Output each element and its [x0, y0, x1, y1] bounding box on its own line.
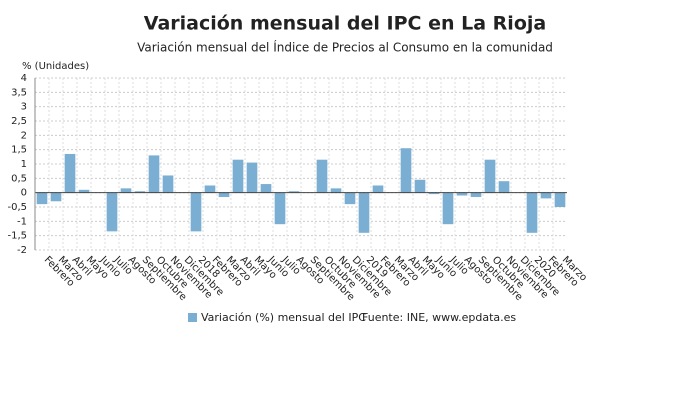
- bar: [106, 192, 118, 232]
- bar: [498, 181, 510, 193]
- bar: [64, 153, 76, 193]
- bar: [330, 188, 342, 193]
- bar: [414, 179, 426, 193]
- bar: [540, 192, 552, 199]
- bar: [148, 155, 160, 193]
- y-tick-label: 0,5: [11, 173, 27, 184]
- y-tick-label: 1,5: [11, 145, 27, 156]
- legend-label: Variación (%) mensual del IPC: [201, 311, 366, 324]
- bar: [232, 159, 244, 193]
- y-tick-label: -1,5: [7, 231, 27, 242]
- y-tick-label: 0: [21, 188, 27, 199]
- bar: [162, 175, 174, 193]
- bar: [246, 162, 258, 193]
- y-axis-label: % (Unidades): [22, 61, 89, 72]
- bar: [134, 191, 146, 193]
- bar: [288, 191, 300, 193]
- y-tick-label: 2: [21, 130, 27, 141]
- chart-title: Variación mensual del IPC en La Rioja: [144, 13, 546, 35]
- bar: [316, 159, 328, 193]
- bar: [344, 192, 356, 205]
- bar: [50, 192, 62, 202]
- bar: [190, 192, 202, 232]
- bar: [78, 189, 90, 193]
- legend-swatch: [188, 313, 197, 322]
- bar: [372, 185, 384, 193]
- y-tick-label: -0,5: [7, 202, 27, 213]
- bar: [358, 192, 370, 233]
- y-tick-label: 1: [21, 159, 27, 170]
- bar: [218, 192, 230, 197]
- bar: [120, 188, 132, 193]
- bar: [428, 192, 440, 195]
- bar: [526, 192, 538, 233]
- y-tick-label: -1: [17, 216, 27, 227]
- bar: [204, 185, 216, 193]
- bar: [554, 192, 566, 207]
- source: Fuente: INE, www.epdata.es: [362, 311, 516, 324]
- bar: [260, 184, 272, 193]
- bar: [400, 148, 412, 193]
- y-tick-label: 3,5: [11, 87, 27, 98]
- y-tick-label: 4: [21, 73, 27, 84]
- bar: [484, 159, 496, 193]
- bar: [470, 192, 482, 197]
- bar: [456, 192, 468, 196]
- bar: [274, 192, 286, 225]
- bar: [36, 192, 48, 205]
- chart-subtitle: Variación mensual del Índice de Precios …: [137, 40, 553, 55]
- y-tick-label: 3: [21, 102, 27, 113]
- y-tick-label: -2: [17, 245, 27, 256]
- bar: [442, 192, 454, 225]
- y-tick-label: 2,5: [11, 116, 27, 127]
